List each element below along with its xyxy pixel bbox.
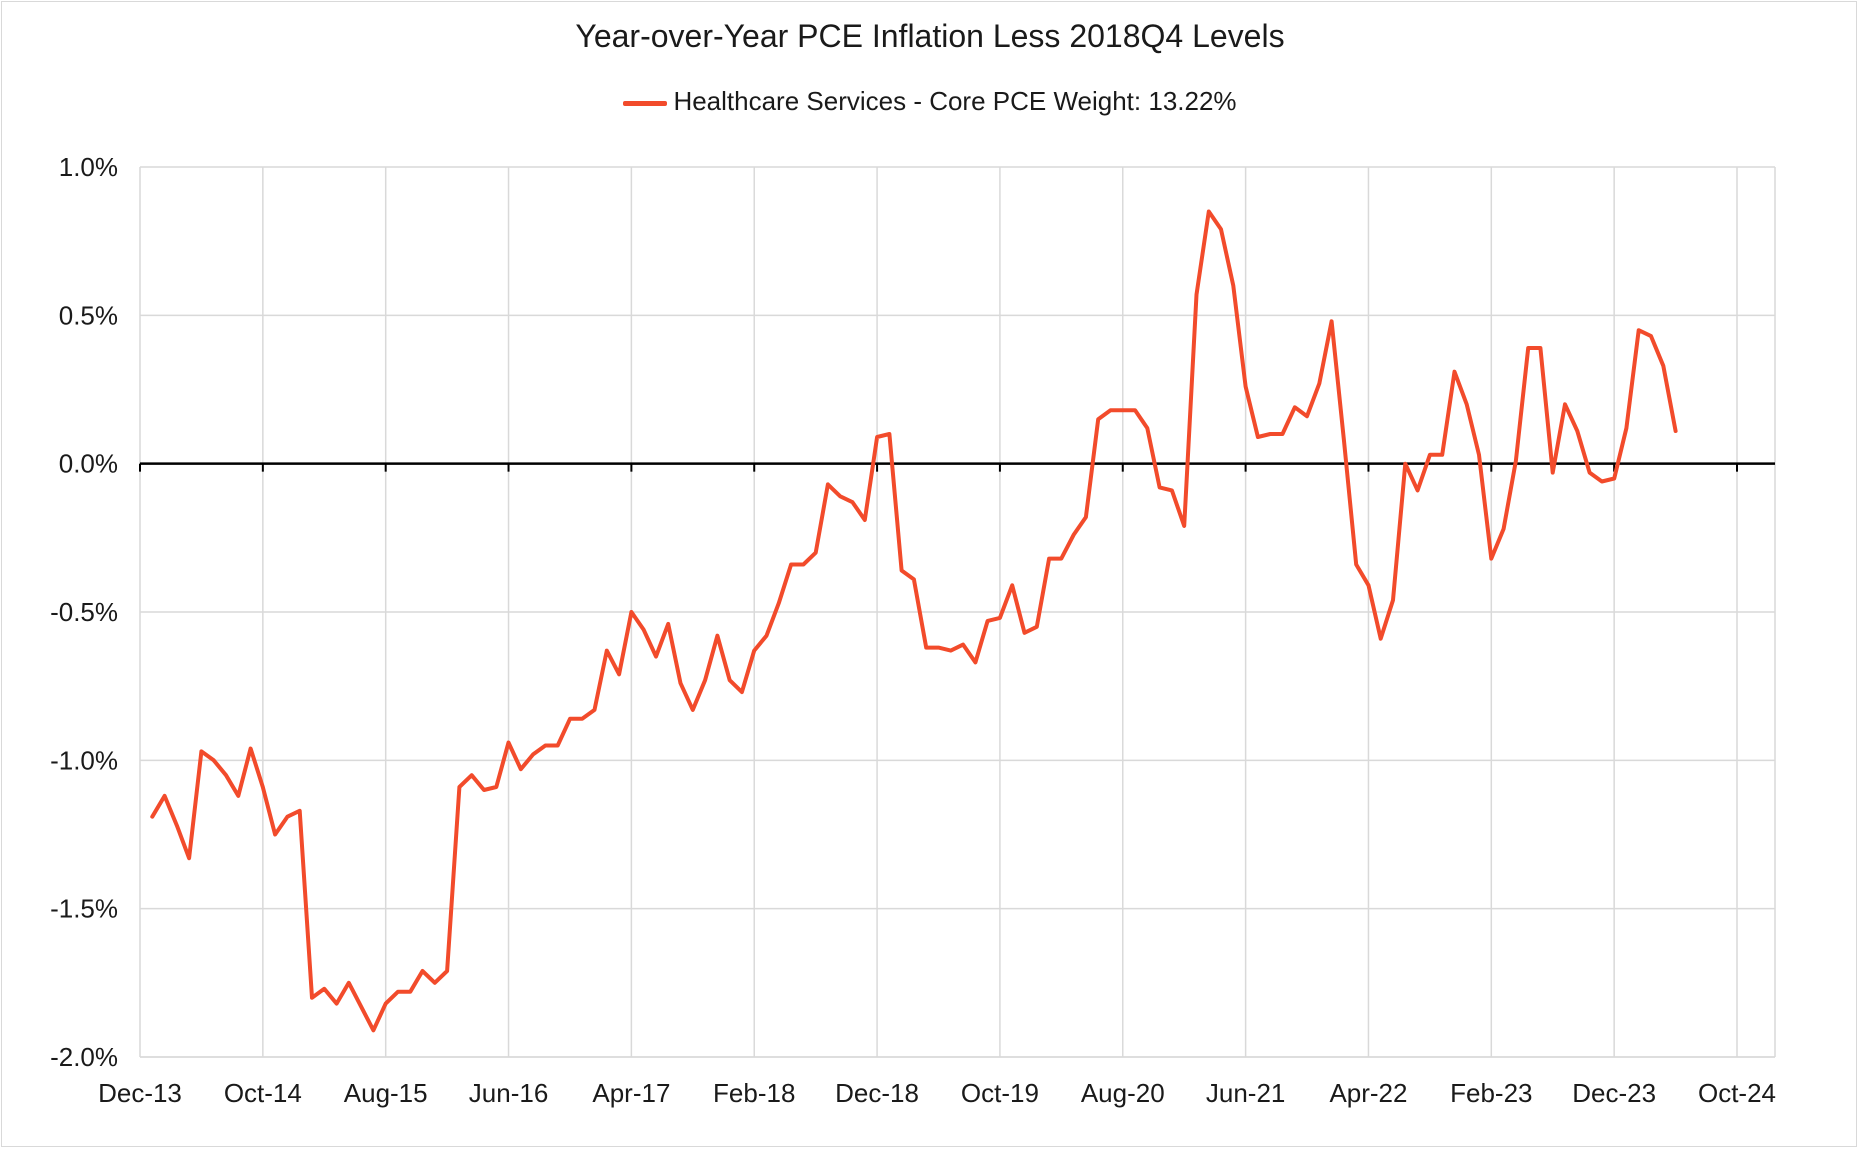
x-tick-label: Jun-21 xyxy=(1206,1078,1286,1108)
y-tick-label: 0.0% xyxy=(59,449,118,479)
y-tick-label: -0.5% xyxy=(50,597,118,627)
x-tick-label: Feb-18 xyxy=(713,1078,795,1108)
y-tick-label: 1.0% xyxy=(59,152,118,182)
chart-title: Year-over-Year PCE Inflation Less 2018Q4… xyxy=(575,18,1285,54)
grid-lines xyxy=(139,166,1776,1058)
x-tick-label: Dec-23 xyxy=(1572,1078,1656,1108)
series-layer xyxy=(150,209,1678,1033)
x-tick-label: Aug-15 xyxy=(344,1078,428,1108)
y-tick-label: -1.0% xyxy=(50,745,118,775)
y-tick-label: 0.5% xyxy=(59,300,118,330)
x-tick-label: Feb-23 xyxy=(1450,1078,1532,1108)
x-tick-label: Oct-24 xyxy=(1698,1078,1776,1108)
x-tick-label: Oct-14 xyxy=(224,1078,302,1108)
x-tick-label: Apr-17 xyxy=(592,1078,670,1108)
x-tick-label: Dec-13 xyxy=(98,1078,182,1108)
x-tick-label: Jun-16 xyxy=(469,1078,549,1108)
legend: Healthcare Services - Core PCE Weight: 1… xyxy=(0,86,1860,117)
x-tick-label: Dec-18 xyxy=(835,1078,919,1108)
x-tick-label: Apr-22 xyxy=(1329,1078,1407,1108)
series-line-0 xyxy=(150,209,1678,1033)
tick-labels: 1.0% 0.5% 0.0% -0.5% -1.0% -1.5% -2.0% Dec-13 Oc… xyxy=(50,152,1776,1108)
y-tick-label: -2.0% xyxy=(50,1042,118,1072)
x-tick-label: Aug-20 xyxy=(1081,1078,1165,1108)
legend-swatch xyxy=(623,100,668,106)
y-tick-label: -1.5% xyxy=(50,894,118,924)
legend-label: Healthcare Services - Core PCE Weight: 1… xyxy=(673,86,1237,116)
x-tick-label: Oct-19 xyxy=(961,1078,1039,1108)
axes xyxy=(139,462,1775,472)
